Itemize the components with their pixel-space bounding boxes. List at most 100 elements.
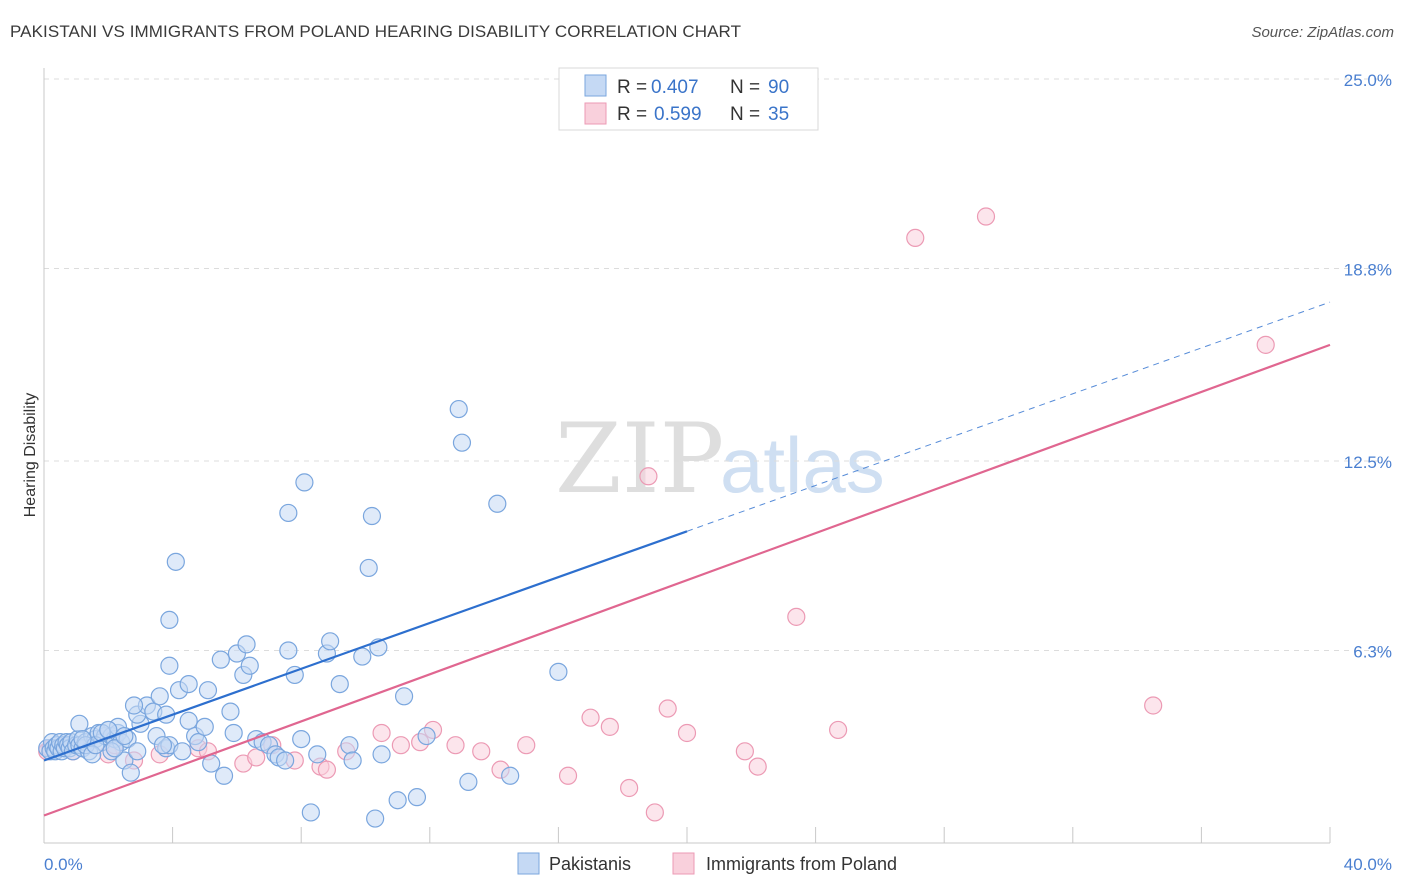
point-pakistanis	[417, 726, 436, 746]
point-immigrants-from-poland	[620, 778, 639, 798]
point-pakistanis	[195, 717, 214, 736]
legend-r-label-2: R =	[617, 104, 647, 125]
point-pakistanis	[211, 650, 230, 669]
point-pakistanis	[292, 729, 311, 749]
point-pakistanis	[153, 736, 173, 755]
bottom-legend-pakistanis: Pakistanis	[549, 854, 631, 874]
point-pakistanis	[189, 733, 208, 752]
trend-lines	[43, 301, 1331, 817]
point-pakistanis	[372, 745, 391, 764]
point-pakistanis	[359, 558, 378, 578]
point-pakistanis	[115, 726, 134, 746]
point-immigrants-from-poland	[517, 736, 536, 755]
point-pakistanis	[179, 711, 198, 730]
bottom-legend-swatch-poland	[672, 852, 695, 875]
point-immigrants-from-poland	[472, 742, 491, 761]
point-immigrants-from-poland	[735, 742, 754, 761]
point-pakistanis	[459, 772, 478, 791]
point-pakistanis	[343, 751, 362, 770]
y-tick-label: 18.8%	[1344, 260, 1392, 279]
point-pakistanis	[124, 696, 144, 715]
point-immigrants-from-poland	[600, 717, 619, 736]
legend-r-label-1: R =	[617, 77, 647, 98]
point-pakistanis	[308, 745, 327, 764]
point-immigrants-from-poland	[317, 760, 337, 779]
point-pakistanis	[330, 674, 349, 694]
point-pakistanis	[301, 803, 320, 822]
y-tick-label: 12.5%	[1344, 453, 1392, 472]
point-immigrants-from-poland	[976, 207, 996, 226]
point-pakistanis	[166, 552, 185, 571]
bottom-legend-poland: Immigrants from Poland	[706, 854, 897, 874]
point-immigrants-from-poland	[391, 736, 410, 755]
point-pakistanis	[549, 662, 568, 681]
point-pakistanis	[407, 788, 427, 807]
legend-n-value-1: 90	[768, 77, 789, 98]
point-pakistanis	[214, 766, 234, 785]
point-pakistanis	[501, 766, 520, 785]
y-axis-label: Hearing Disability	[22, 393, 39, 518]
legend-swatch-blue	[584, 74, 607, 97]
point-immigrants-from-poland	[829, 720, 848, 740]
point-pakistanis	[105, 739, 124, 758]
legend-n-label-2: N =	[730, 104, 760, 125]
point-pakistanis	[340, 736, 359, 755]
point-immigrants-from-poland	[639, 467, 658, 486]
point-pakistanis	[279, 503, 298, 523]
point-immigrants-from-poland	[677, 723, 697, 743]
point-pakistanis	[366, 809, 385, 828]
point-immigrants-from-poland	[372, 723, 391, 743]
point-pakistanis	[150, 687, 169, 706]
source-label: Source: ZipAtlas.com	[1251, 24, 1394, 41]
point-pakistanis	[70, 714, 89, 733]
axes	[43, 68, 1331, 844]
gridlines	[44, 78, 1392, 651]
point-pakistanis	[452, 433, 472, 452]
point-pakistanis	[321, 632, 340, 651]
correlation-legend: R = 0.407 N = 90 R = 0.599 N = 35	[558, 67, 819, 131]
trend-line-pakistanis-extension	[686, 301, 1331, 532]
point-immigrants-from-poland	[1256, 335, 1275, 354]
series-legend: Pakistanis Immigrants from Poland	[517, 852, 897, 875]
point-pakistanis	[221, 702, 240, 721]
trend-line-poland	[43, 343, 1331, 817]
x-tick-label-max: 40.0%	[1344, 855, 1392, 874]
point-pakistanis	[394, 687, 414, 706]
point-immigrants-from-poland	[446, 736, 465, 755]
legend-n-value-2: 35	[768, 104, 789, 125]
point-pakistanis	[279, 641, 298, 660]
point-pakistanis	[295, 473, 314, 492]
point-immigrants-from-poland	[558, 766, 578, 785]
point-pakistanis	[276, 751, 295, 770]
point-immigrants-from-poland	[247, 748, 266, 767]
watermark-atlas: atlas	[720, 421, 885, 509]
x-tick-label-min: 0.0%	[44, 855, 83, 874]
point-pakistanis	[449, 399, 468, 419]
legend-n-label-1: N =	[730, 77, 760, 98]
point-pakistanis	[362, 506, 382, 526]
chart-title: PAKISTANI VS IMMIGRANTS FROM POLAND HEAR…	[10, 22, 742, 41]
point-pakistanis	[179, 674, 198, 694]
point-immigrants-from-poland	[581, 708, 600, 727]
point-immigrants-from-poland	[787, 607, 806, 626]
point-immigrants-from-poland	[1144, 696, 1163, 715]
trend-line-pakistanis	[43, 530, 688, 762]
tick-labels: 6.3% 12.5% 18.8% 25.0% 0.0% 40.0%	[44, 71, 1392, 874]
watermark-zip: ZIP	[555, 403, 724, 515]
point-pakistanis	[488, 494, 507, 513]
point-immigrants-from-poland	[748, 757, 767, 776]
legend-r-value-1: 0.407	[651, 77, 699, 98]
point-pakistanis	[240, 656, 259, 675]
point-immigrants-from-poland	[658, 699, 677, 718]
point-pakistanis	[121, 763, 140, 782]
y-tick-label: 6.3%	[1353, 642, 1392, 661]
point-immigrants-from-poland	[906, 228, 925, 248]
point-pakistanis	[128, 742, 147, 761]
bottom-legend-swatch-pakistanis	[517, 852, 540, 875]
y-tick-label: 25.0%	[1344, 71, 1392, 90]
point-pakistanis	[160, 610, 179, 630]
point-pakistanis	[224, 723, 243, 743]
point-pakistanis	[198, 681, 218, 700]
point-immigrants-from-poland	[645, 803, 664, 822]
